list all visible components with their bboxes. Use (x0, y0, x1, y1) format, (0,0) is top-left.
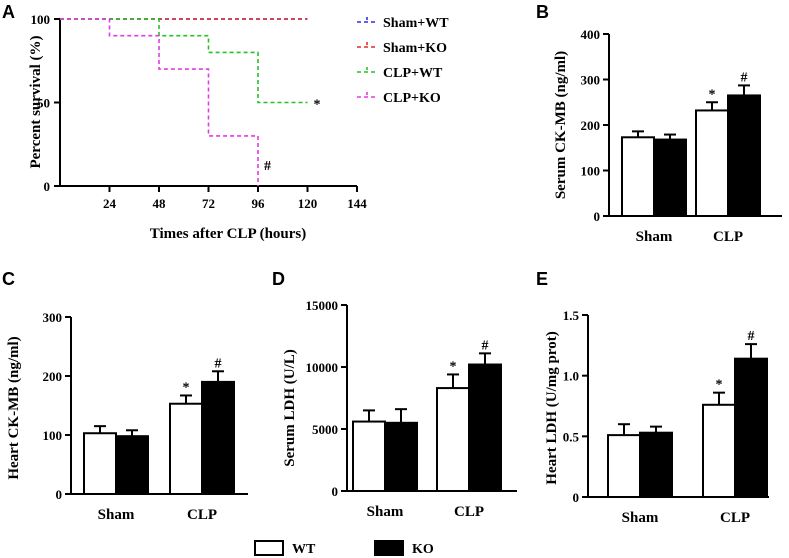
legend-label: Sham+KO (383, 41, 447, 56)
y-tick-label: 0 (56, 487, 63, 502)
bar-wt-sham (607, 434, 641, 498)
y-tick-label: 15000 (306, 298, 339, 313)
bar-wt-clp (436, 387, 470, 492)
category-label: Sham (98, 507, 135, 523)
y-axis-title: Serum LDH (U/L) (282, 349, 298, 467)
y-tick-label: 50 (37, 96, 50, 111)
category-label: Sham (367, 504, 404, 520)
significance-mark: # (264, 159, 271, 174)
panel-label-b: B (536, 2, 549, 22)
y-tick-label: 10000 (306, 360, 339, 375)
bar-wt-clp (702, 403, 736, 498)
serum-ldh-chart: D 0 5000 10000 15000 Sham CLP * # Serum LDH (U/… (272, 269, 517, 520)
bar-ko-sham (639, 431, 673, 498)
y-tick-label: 5000 (312, 422, 338, 437)
survival-line-clp-ko (60, 18, 259, 186)
significance-mark: # (748, 329, 755, 344)
x-tick-label: 24 (103, 196, 117, 211)
y-tick-label: 0 (332, 484, 339, 499)
bar-ko-sham (384, 421, 418, 492)
y-tick-label: 400 (581, 27, 601, 42)
significance-mark: # (215, 356, 222, 371)
bar-ko-sham (653, 138, 687, 217)
y-tick-label: 0 (594, 209, 601, 224)
x-tick-label: 120 (298, 196, 318, 211)
category-label: Sham (636, 229, 673, 245)
bar-ko-clp (734, 357, 768, 498)
heart-ck-mb-chart: C 0 100 200 300 Sham CLP * # Heart CK-MB (ng/ml… (2, 269, 248, 523)
y-tick-label: 0.5 (563, 429, 580, 444)
legend-label-wt: WT (292, 542, 316, 557)
bar-ko-clp (468, 363, 502, 492)
category-label: Sham (622, 510, 659, 526)
y-axis-title: Serum CK-MB (ng/ml) (553, 51, 569, 199)
y-tick-label: 1.0 (563, 369, 579, 384)
significance-mark: # (741, 70, 748, 85)
panel-label-d: D (272, 269, 285, 289)
y-tick-label: 200 (581, 118, 601, 133)
category-label: CLP (720, 510, 750, 526)
y-tick-label: 300 (581, 73, 601, 88)
significance-mark: * (183, 380, 190, 395)
heart-ldh-chart: E 0 0.5 1.0 1.5 Sham CLP * # Heart LDH (U/mg pr… (536, 269, 769, 526)
bar-wt-sham (621, 136, 655, 217)
legend-label: CLP+KO (383, 91, 441, 106)
bar-wt-sham (83, 432, 117, 496)
y-axis-title: Percent survival (%) (28, 35, 44, 168)
y-tick-label: 1.5 (563, 308, 580, 323)
y-axis-title: Heart LDH (U/mg prot) (544, 331, 560, 484)
category-label: CLP (713, 229, 743, 245)
bar-wt-clp (169, 402, 203, 496)
survival-chart: A 0 50 100 24 48 72 96 120 144 * # Sham+WT Sham+KO… (2, 2, 449, 242)
significance-mark: * (716, 378, 723, 393)
bar-ko-clp (727, 94, 761, 217)
x-tick-label: 72 (202, 196, 215, 211)
panel-label-a: A (2, 2, 15, 22)
category-label: CLP (187, 507, 217, 523)
bar-legend: WT KO (254, 540, 434, 557)
legend-label-ko: KO (412, 542, 434, 557)
y-tick-label: 0 (573, 490, 580, 505)
legend-swatch-ko (374, 540, 404, 556)
category-label: CLP (454, 504, 484, 520)
panel-label-c: C (2, 269, 15, 289)
bar-wt-clp (695, 109, 729, 217)
x-tick-label: 48 (153, 196, 167, 211)
survival-line-clp-wt (60, 18, 308, 104)
y-tick-label: 100 (581, 164, 601, 179)
legend-label: CLP+WT (383, 66, 443, 81)
x-tick-label: 144 (347, 196, 367, 211)
bar-ko-sham (115, 435, 149, 495)
legend-swatch-wt (254, 540, 284, 556)
legend-label: Sham+WT (383, 16, 449, 31)
panel-label-e: E (536, 269, 548, 289)
y-axis-title: Heart CK-MB (ng/ml) (6, 336, 22, 479)
y-tick-label: 200 (43, 369, 63, 384)
y-tick-label: 100 (43, 428, 63, 443)
y-tick-label: 0 (44, 179, 51, 194)
y-tick-label: 100 (31, 12, 51, 27)
x-tick-label: 96 (252, 196, 266, 211)
y-tick-label: 300 (43, 310, 63, 325)
bar-wt-sham (352, 420, 386, 492)
bar-ko-clp (201, 380, 235, 495)
significance-mark: * (709, 87, 716, 102)
x-axis-title: Times after CLP (hours) (150, 226, 307, 242)
significance-mark: * (450, 359, 457, 374)
significance-mark: # (482, 338, 489, 353)
significance-mark: * (314, 98, 321, 113)
serum-ck-mb-chart: B 0 100 200 300 400 Sham CLP * # Serum CK-MB (ng… (536, 2, 782, 245)
